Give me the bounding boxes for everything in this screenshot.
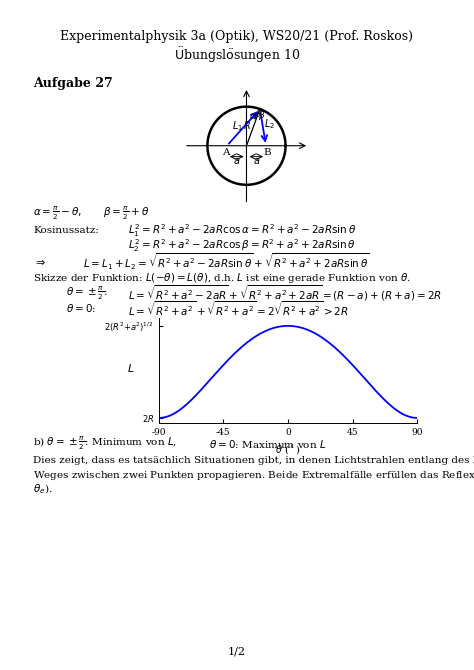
Text: $L_1^2 = R^2 + a^2 - 2aR\cos\alpha = R^2 + a^2 - 2aR\sin\theta$: $L_1^2 = R^2 + a^2 - 2aR\cos\alpha = R^2… — [128, 222, 356, 239]
Text: Experimentalphysik 3a (Optik), WS20/21 (Prof. Roskos): Experimentalphysik 3a (Optik), WS20/21 (… — [61, 30, 413, 44]
Text: $\theta$: $\theta$ — [255, 108, 262, 119]
Text: $L_2^2 = R^2 + a^2 - 2aR\cos\beta = R^2 + a^2 + 2aR\sin\theta$: $L_2^2 = R^2 + a^2 - 2aR\cos\beta = R^2 … — [128, 237, 356, 255]
Text: $a$: $a$ — [233, 156, 240, 166]
Text: $\theta = 0$: Maximum von $L$: $\theta = 0$: Maximum von $L$ — [209, 438, 326, 450]
Text: $\Rightarrow$: $\Rightarrow$ — [33, 257, 46, 267]
Text: $L_1$: $L_1$ — [232, 119, 244, 133]
Text: $\alpha$: $\alpha$ — [249, 113, 257, 121]
Text: Kosinussatz:: Kosinussatz: — [33, 226, 99, 235]
Text: $\theta = \pm\frac{\pi}{2}$:: $\theta = \pm\frac{\pi}{2}$: — [66, 285, 109, 302]
Text: $L = \sqrt{R^2+a^2-2aR}+\sqrt{R^2+a^2+2aR} = (R-a)+(R+a) = 2R$: $L = \sqrt{R^2+a^2-2aR}+\sqrt{R^2+a^2+2a… — [128, 283, 442, 304]
Text: Weges zwischen zwei Punkten propagieren. Beide Extremalfälle erfüllen das Reflex: Weges zwischen zwei Punkten propagieren.… — [33, 468, 474, 482]
Text: $\theta_e$).: $\theta_e$). — [33, 482, 53, 496]
Text: b) $\theta = \pm\frac{\pi}{2}$: Minimum von $L$,: b) $\theta = \pm\frac{\pi}{2}$: Minimum … — [33, 435, 177, 452]
Text: B: B — [264, 148, 272, 157]
Text: Dies zeigt, dass es tatsächlich Situationen gibt, in denen Lichtstrahlen entlang: Dies zeigt, dass es tatsächlich Situatio… — [33, 456, 474, 466]
X-axis label: $\theta$ ($^\circ$): $\theta$ ($^\circ$) — [275, 443, 301, 456]
Text: $\theta = 0$:: $\theta = 0$: — [66, 302, 97, 314]
Text: Skizze der Funktion: $L(-\theta) = L(\theta)$, d.h. $L$ ist eine gerade Funktion: Skizze der Funktion: $L(-\theta) = L(\th… — [33, 271, 411, 285]
Text: $L$: $L$ — [127, 362, 134, 375]
Text: $\alpha = \frac{\pi}{2} - \theta, \qquad \beta = \frac{\pi}{2} + \theta$: $\alpha = \frac{\pi}{2} - \theta, \qquad… — [33, 204, 149, 222]
Text: $a$: $a$ — [253, 156, 260, 166]
Text: $L = \sqrt{R^2+a^2}+\sqrt{R^2+a^2} = 2\sqrt{R^2+a^2} > 2R$: $L = \sqrt{R^2+a^2}+\sqrt{R^2+a^2} = 2\s… — [128, 299, 349, 318]
Text: $\beta$: $\beta$ — [258, 109, 266, 122]
Text: $L = L_1 + L_2 = \sqrt{R^2+a^2-2aR\sin\theta}+\sqrt{R^2+a^2+2aR\sin\theta}$: $L = L_1 + L_2 = \sqrt{R^2+a^2-2aR\sin\t… — [83, 252, 370, 272]
Text: A: A — [222, 148, 230, 157]
Text: $L_2$: $L_2$ — [264, 117, 275, 131]
Text: 1/2: 1/2 — [228, 647, 246, 656]
Text: Aufgabe 27: Aufgabe 27 — [33, 77, 113, 90]
Text: $\ddot{\mathrm{U}}$bungsl$\ddot{\mathrm{o}}$sungen 10: $\ddot{\mathrm{U}}$bungsl$\ddot{\mathrm{… — [174, 45, 300, 65]
Text: $R$: $R$ — [243, 119, 251, 131]
